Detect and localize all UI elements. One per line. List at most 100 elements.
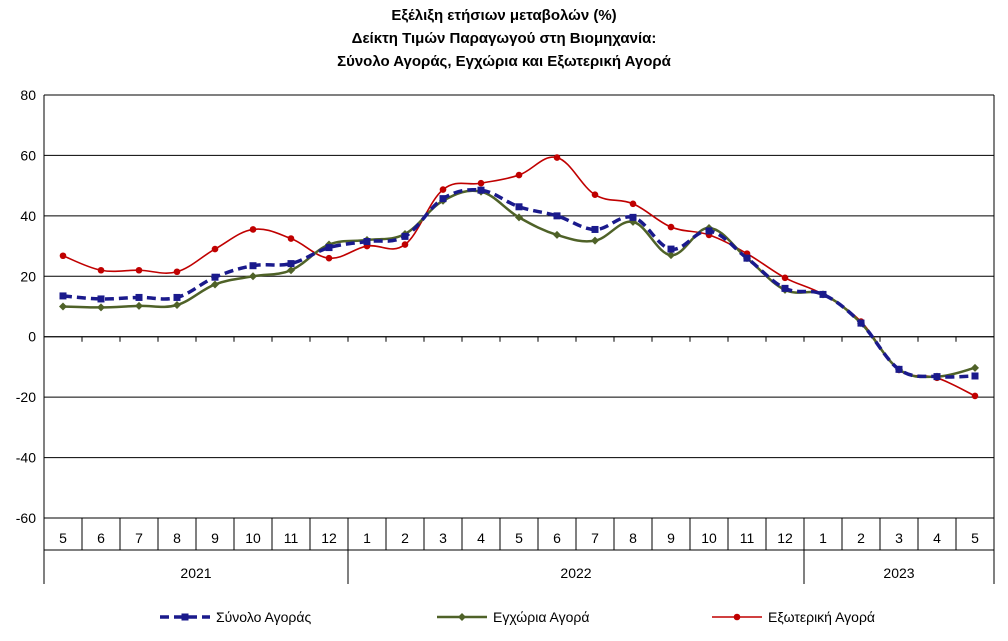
data-point-series-0	[173, 293, 181, 301]
legend-label-1: Εγχώρια Αγορά	[493, 609, 589, 625]
data-point-series-1	[667, 251, 675, 260]
legend-marker-2	[733, 613, 741, 621]
data-point-series-2	[781, 274, 789, 282]
x-tick-label: 11	[740, 530, 755, 546]
chart-title: Εξέλιξη ετήσιων μεταβολών (%) Δείκτη Τιμ…	[337, 7, 672, 70]
data-point-series-2	[591, 191, 599, 199]
data-point-series-2	[515, 171, 523, 179]
x-tick-label: 9	[211, 530, 219, 546]
data-point-series-0	[515, 203, 523, 211]
data-point-series-0	[287, 260, 295, 268]
x-tick-label: 12	[777, 530, 793, 546]
x-tick-label: 6	[553, 530, 561, 546]
legend-marker-0	[181, 613, 189, 621]
data-point-series-0	[439, 195, 447, 203]
data-point-series-2	[287, 235, 295, 242]
data-point-series-0	[895, 365, 903, 373]
data-point-series-2	[249, 226, 257, 233]
chart-title-line-1: Εξέλιξη ετήσιων μεταβολών (%)	[391, 7, 616, 24]
x-tick-label: 3	[895, 530, 903, 546]
x-tick-label: 8	[173, 530, 181, 546]
data-point-series-0	[591, 225, 599, 233]
x-tick-label: 2	[857, 530, 865, 546]
data-point-series-2	[667, 223, 675, 231]
data-point-series-0	[249, 262, 257, 270]
x-tick-label: 5	[515, 530, 523, 546]
data-point-series-0	[477, 186, 485, 194]
data-point-series-0	[933, 373, 941, 381]
data-point-series-1	[287, 266, 295, 275]
data-point-series-0	[857, 319, 865, 327]
x-tick-label: 4	[477, 530, 485, 546]
data-point-series-2	[325, 254, 333, 262]
data-point-series-2	[135, 266, 143, 274]
legend-label-0: Σύνολο Αγοράς	[216, 609, 311, 625]
data-point-series-2	[173, 268, 181, 276]
x-tick-label: 8	[629, 530, 637, 546]
legend: Σύνολο Αγοράς Εγχώρια Αγορά Εξωτερική Αγορ…	[160, 609, 875, 625]
y-tick-label: -40	[16, 450, 36, 466]
data-point-series-0	[819, 290, 827, 298]
data-point-series-0	[781, 284, 789, 292]
x-tick-label: 10	[701, 530, 717, 546]
data-point-series-0	[705, 227, 713, 235]
data-point-series-0	[743, 254, 751, 262]
data-point-series-0	[401, 232, 409, 240]
data-point-series-2	[629, 200, 637, 208]
data-point-series-0	[553, 212, 561, 220]
x-tick-label: 6	[97, 530, 105, 546]
x-tick-label: 11	[284, 530, 299, 546]
data-point-series-2	[59, 252, 67, 260]
data-point-series-1	[173, 300, 181, 309]
chart-title-line-2: Δείκτη Τιμών Παραγωγού στη Βιομηχανία:	[352, 30, 657, 47]
data-point-series-1	[135, 301, 143, 310]
y-tick-label: 40	[20, 208, 36, 224]
y-tick-label: 0	[28, 329, 36, 345]
x-tick-label: 4	[933, 530, 941, 546]
data-point-series-1	[59, 302, 67, 311]
y-tick-label: 60	[20, 147, 36, 163]
data-point-series-2	[439, 186, 447, 193]
x-tick-label: 10	[245, 530, 261, 546]
data-point-series-0	[971, 372, 979, 380]
data-point-series-2	[477, 179, 485, 187]
data-point-series-0	[59, 292, 67, 300]
x-tick-label: 5	[971, 530, 979, 546]
x-tick-label: 1	[363, 530, 371, 546]
data-point-series-0	[211, 273, 219, 281]
data-point-series-2	[211, 245, 219, 253]
x-tick-label: 3	[439, 530, 447, 546]
data-point-series-1	[553, 230, 561, 239]
data-point-series-0	[135, 293, 143, 301]
data-point-series-1	[971, 363, 979, 372]
data-point-series-1	[515, 213, 523, 222]
y-tick-label: 20	[20, 268, 36, 284]
x-tick-label: 7	[591, 530, 599, 546]
x-tick-label: 2	[401, 530, 409, 546]
x-tick-label: 9	[667, 530, 675, 546]
data-point-series-2	[401, 241, 409, 248]
chart-title-line-3: Σύνολο Αγοράς, Εγχώρια και Εξωτερική Αγο…	[337, 53, 672, 70]
y-tick-label: -60	[16, 510, 36, 526]
legend-label-2: Εξωτερική Αγορά	[768, 609, 875, 625]
data-point-series-1	[97, 303, 105, 312]
year-label-2021: 2021	[180, 565, 211, 581]
data-point-series-0	[97, 295, 105, 303]
data-point-series-1	[211, 280, 219, 289]
data-point-series-0	[325, 244, 333, 252]
data-point-series-2	[553, 154, 561, 161]
data-point-series-0	[629, 213, 637, 221]
y-tick-label: -20	[16, 389, 36, 405]
data-point-series-1	[249, 272, 257, 281]
year-label-2022: 2022	[560, 565, 591, 581]
x-tick-label: 12	[321, 530, 337, 546]
x-tick-label: 7	[135, 530, 143, 546]
year-label-2023: 2023	[883, 565, 914, 581]
x-tick-label: 1	[819, 530, 827, 546]
data-point-series-0	[667, 245, 675, 253]
y-tick-label: 80	[20, 87, 36, 103]
data-point-series-2	[97, 266, 105, 274]
data-point-series-2	[971, 392, 979, 400]
